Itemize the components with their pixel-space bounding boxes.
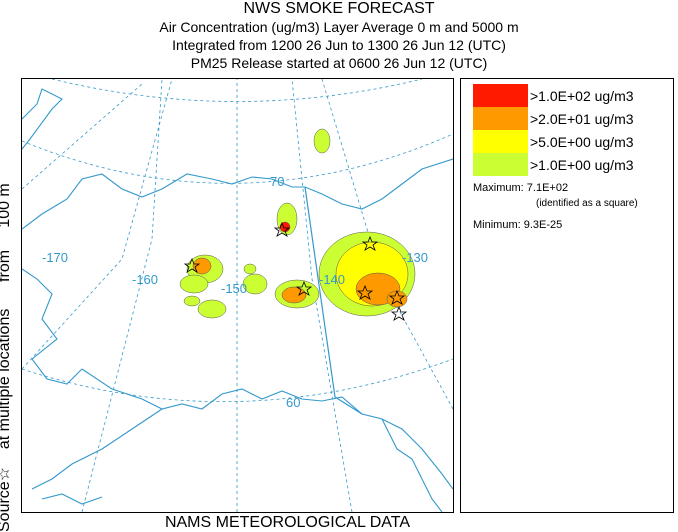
lon-label-160: -160 — [132, 272, 158, 287]
legend-swatch-1 — [473, 84, 528, 107]
meridian-180 — [22, 79, 173, 370]
lon-label-170: -170 — [42, 250, 68, 265]
lon-label-140: -140 — [319, 272, 345, 287]
lat-label-70: 70 — [270, 174, 284, 189]
subtitle-integration: Integrated from 1200 26 Jun to 1300 26 J… — [172, 37, 506, 53]
peninsula — [31, 408, 163, 490]
map-svg: -170 -160 -150 -140 -130 70 60 — [22, 79, 453, 512]
siberia-coast — [22, 88, 63, 150]
source-star-icon — [388, 289, 406, 305]
plume-north — [276, 202, 298, 236]
lon-label-130: -130 — [402, 250, 428, 265]
legend-minimum: Minimum: 9.3E-25 — [473, 219, 563, 231]
source-side-label: Source☆ at multiple locations from 100 m — [0, 52, 14, 532]
height-text: 100 m — [0, 183, 13, 228]
meridian-160 — [81, 79, 163, 512]
plume-far-north — [313, 128, 331, 154]
source-star-icon — [273, 221, 291, 237]
source-text: Source☆ — [0, 466, 13, 532]
plume-center — [274, 279, 320, 309]
meridian-170 — [22, 83, 143, 190]
legend-identified: (identified as a square) — [536, 198, 638, 209]
multiple-locations-text: at multiple locations — [0, 308, 13, 450]
lon-label-150: -150 — [221, 281, 247, 296]
plume-west — [179, 254, 268, 319]
parallel-60 — [22, 358, 453, 403]
source-star-icon — [183, 257, 201, 273]
panhandle — [381, 418, 443, 512]
legend-swatch-3 — [473, 130, 528, 153]
islands — [41, 493, 103, 505]
legend-label-3: >5.0E+00 ug/m3 — [530, 134, 634, 150]
lat-label-60: 60 — [286, 395, 300, 410]
south-coast — [81, 368, 453, 490]
legend-label-2: >2.0E+01 ug/m3 — [530, 111, 634, 127]
border-line — [304, 186, 363, 415]
legend-swatch-4 — [473, 153, 528, 176]
meridian-130 — [321, 79, 453, 410]
meridian-140 — [291, 79, 353, 512]
map-panel: -170 -160 -150 -140 -130 70 60 — [21, 78, 454, 513]
from-text: from — [0, 249, 13, 282]
footer-data-source: NAMS METEOROLOGICAL DATA — [164, 514, 411, 531]
legend-label-4: >1.0E+00 ug/m3 — [530, 157, 634, 173]
parallel-70 — [22, 133, 453, 184]
subtitle-concentration: Air Concentration (ug/m3) Layer Average … — [159, 19, 519, 35]
subtitle-release: PM25 Release started at 0600 26 Jun 12 (… — [190, 55, 488, 71]
source-star-icon — [361, 235, 379, 251]
north-coast — [22, 158, 453, 230]
title: NWS SMOKE FORECAST — [243, 0, 435, 17]
west-coast — [22, 268, 83, 385]
legend-label-1: >1.0E+02 ug/m3 — [530, 88, 634, 104]
source-star-icon — [390, 305, 408, 321]
source-star-icon — [295, 280, 313, 296]
source-star-icon — [356, 284, 374, 300]
legend-swatch-2 — [473, 107, 528, 130]
legend-maximum: Maximum: 7.1E+02 — [473, 182, 569, 194]
